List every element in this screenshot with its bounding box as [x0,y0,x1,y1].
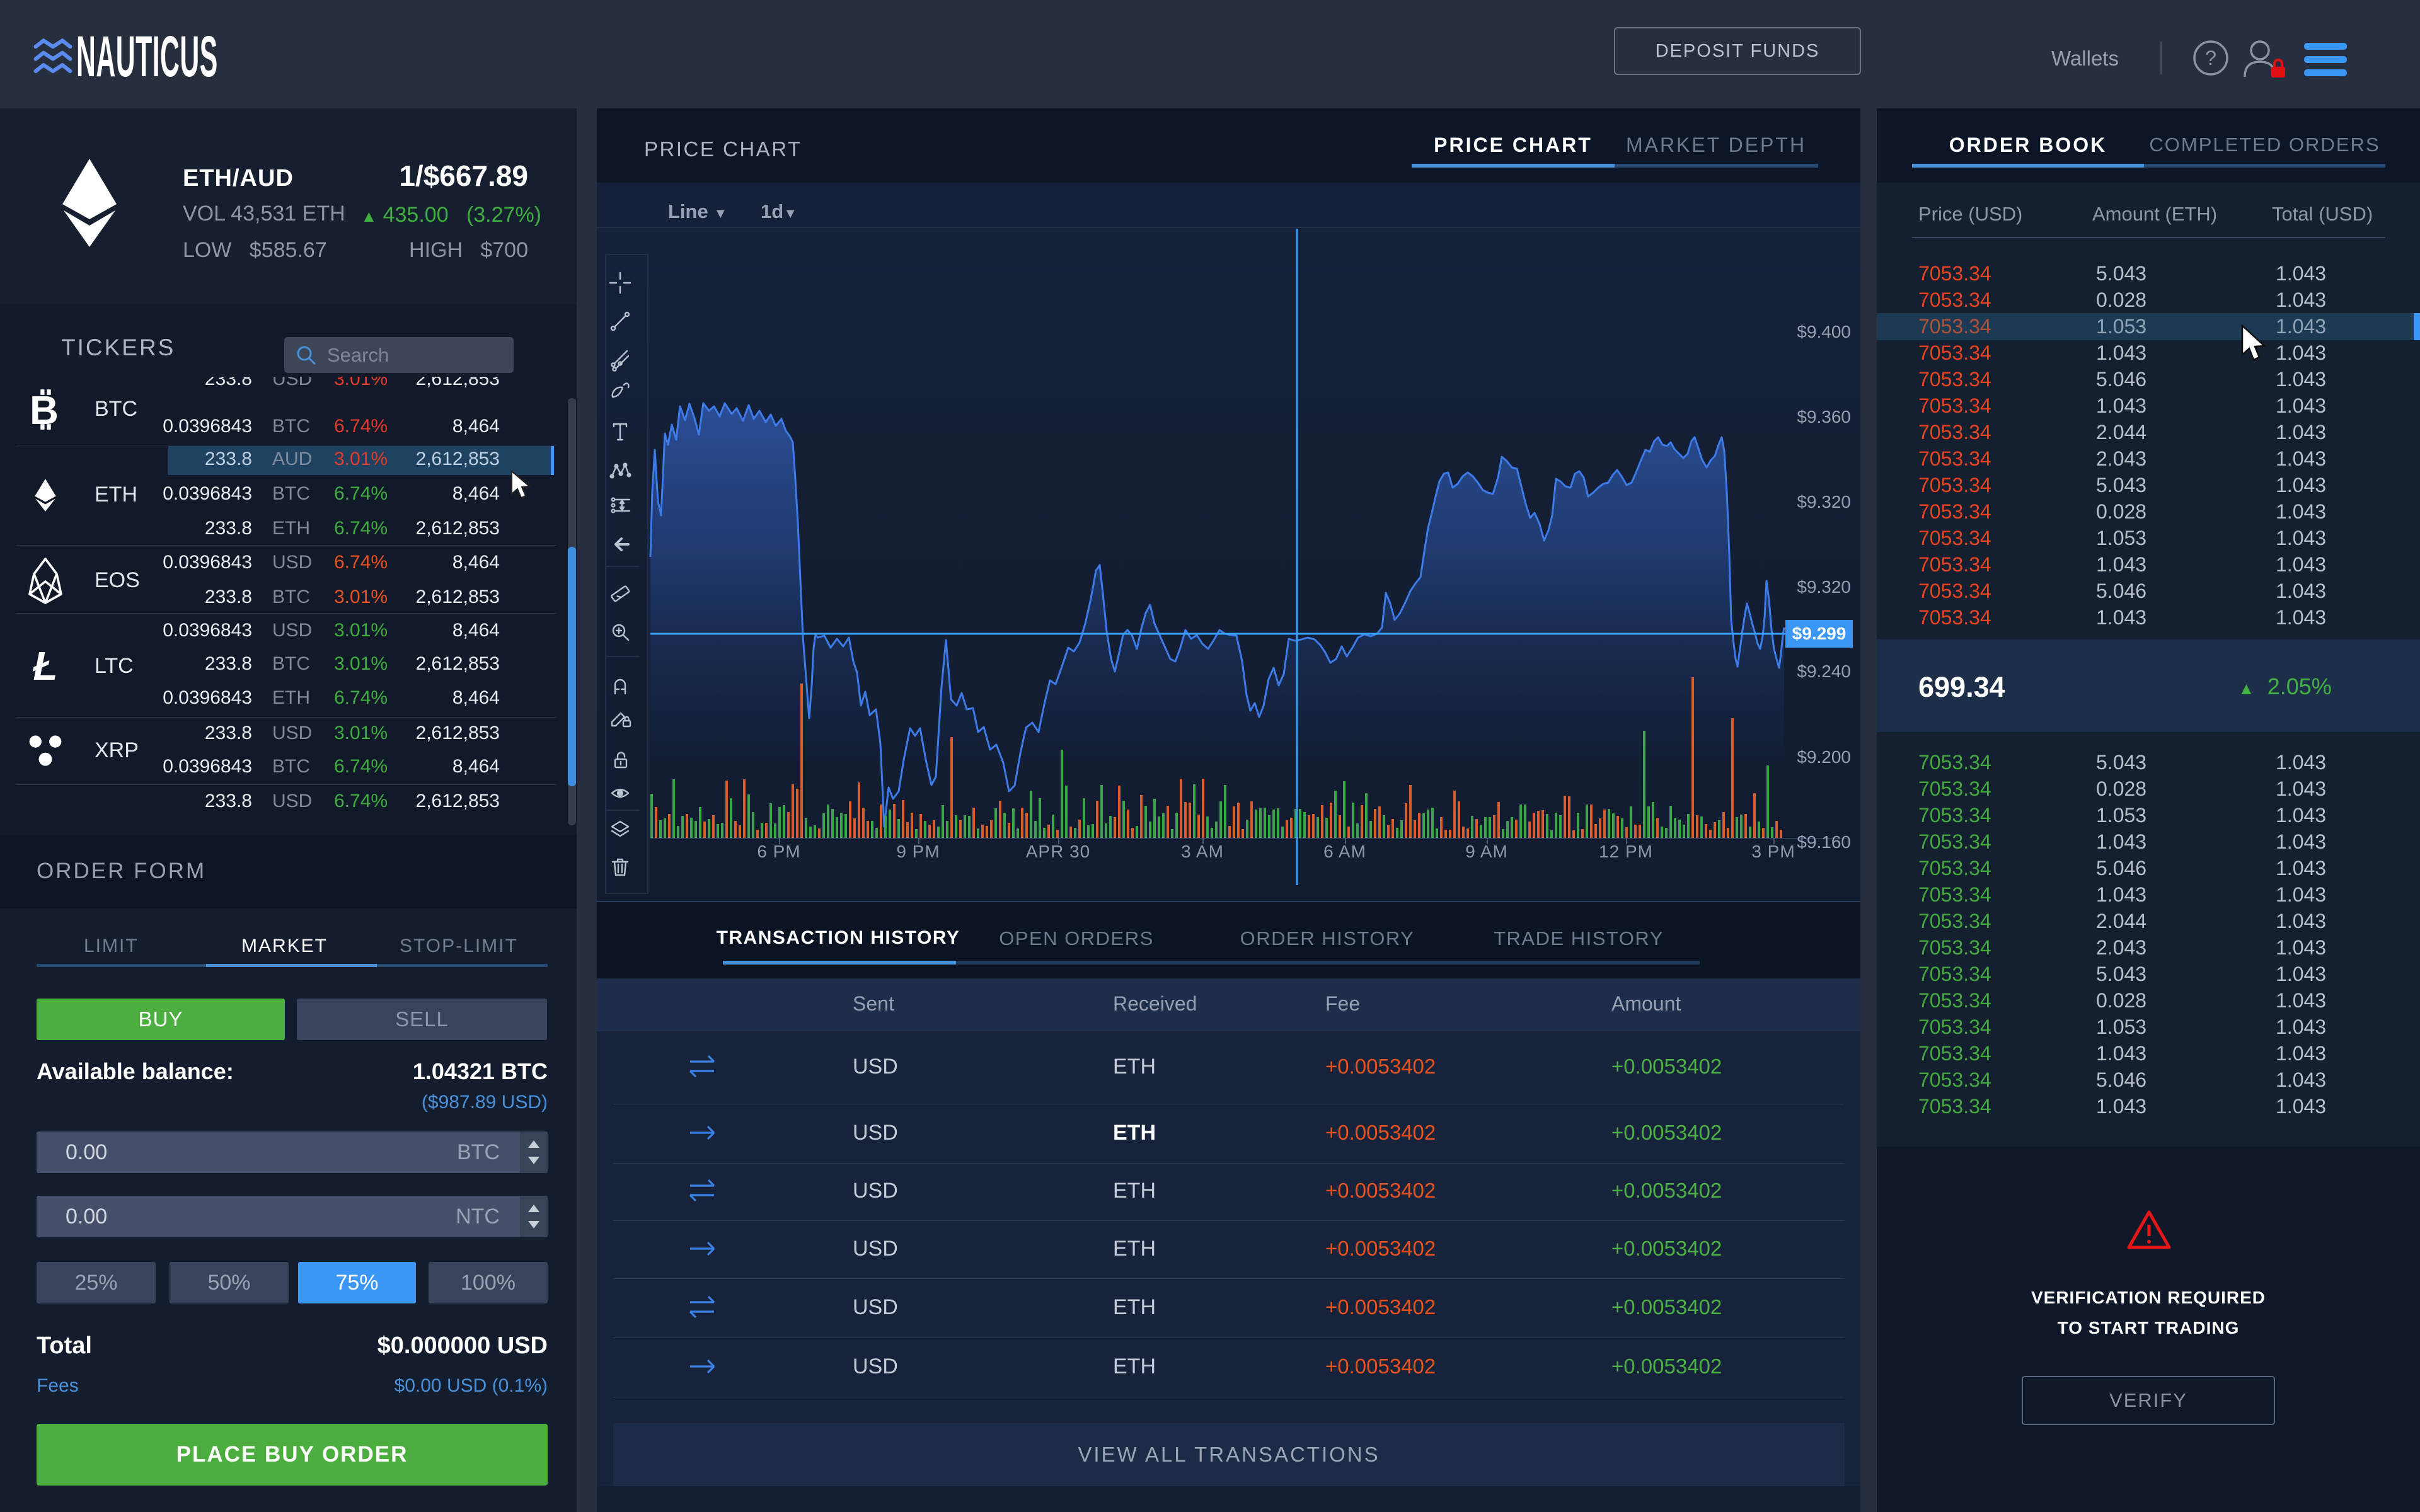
svg-text:B: B [30,387,59,432]
svg-text:Ł: Ł [32,646,57,687]
svg-text:?: ? [2205,47,2216,69]
